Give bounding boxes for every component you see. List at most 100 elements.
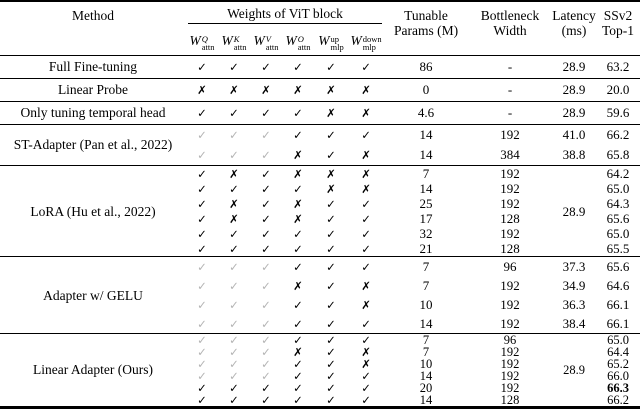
check-icon: ✓ xyxy=(326,345,336,359)
latency-line2: (ms) xyxy=(561,23,587,38)
table-row: ✓ ✗ ✓ ✗ ✓ ✓ 25 192 64.3 xyxy=(0,196,640,211)
bottleneck-width-cell: 96 xyxy=(503,259,517,274)
table-header: Method Weights of ViT block Tunable Para… xyxy=(0,1,640,56)
muted-check-icon: ✓ xyxy=(197,345,207,359)
weight-flag-cell: ✓ xyxy=(250,295,282,314)
weight-superscript: down xyxy=(362,33,382,44)
weight-flag-cell: ✓ xyxy=(250,382,282,394)
muted-check-icon: ✓ xyxy=(229,128,239,142)
check-icon: ✓ xyxy=(229,226,239,241)
section-4: LoRA (Hu et al., 2022) ✓ ✗ ✓ ✗ ✗ ✗ 7 192 28.9 64.2… xyxy=(0,165,640,257)
check-icon: ✓ xyxy=(326,278,336,293)
tunable-params-cell: 10 xyxy=(419,297,433,312)
cross-icon: ✗ xyxy=(229,83,239,97)
muted-check-icon: ✓ xyxy=(229,278,239,293)
method-cell: Adapter w/ GELU xyxy=(43,287,143,303)
weight-flag-cell: ✓ xyxy=(218,125,250,146)
top1-cell: 65.8 xyxy=(606,147,630,162)
muted-check-icon: ✓ xyxy=(261,369,271,383)
weight-flag-cell: ✓ xyxy=(218,346,250,358)
tunable-line1: Tunable xyxy=(404,8,448,23)
bottleneck-width-cell: 128 xyxy=(500,211,520,226)
check-icon: ✓ xyxy=(326,316,336,331)
weight-flag-cell: ✓ xyxy=(218,358,250,370)
section-0: Full Fine-tuning ✓ ✓ ✓ ✓ ✓ ✓ 86 - 28.9 63.2 xyxy=(0,55,640,79)
weight-flag-cell: ✓ xyxy=(282,56,314,79)
weight-flag-cell: ✗ xyxy=(348,166,384,182)
weight-subscript: mlp xyxy=(362,41,376,52)
check-icon: ✓ xyxy=(293,381,303,395)
muted-check-icon: ✓ xyxy=(229,297,239,312)
table-row: ✓ ✓ ✓ ✓ ✓ ✓ 14 128 66.2 xyxy=(0,394,640,408)
muted-check-icon: ✓ xyxy=(197,259,207,274)
table-row: ✓ ✓ ✓ ✓ ✗ ✗ 14 192 65.0 xyxy=(0,181,640,196)
muted-check-icon: ✓ xyxy=(261,345,271,359)
latency-cell: 38.4 xyxy=(562,316,586,331)
weight-flag-cell: ✓ xyxy=(282,334,314,346)
latency-cell: 41.0 xyxy=(562,127,586,142)
muted-check-icon: ✓ xyxy=(261,333,271,347)
weight-flag-cell: ✓ xyxy=(218,276,250,295)
weight-flag-cell: ✓ xyxy=(186,346,218,358)
check-icon: ✓ xyxy=(197,106,207,120)
weight-flag-cell: ✓ xyxy=(314,125,348,146)
check-icon: ✓ xyxy=(261,106,271,120)
check-icon: ✓ xyxy=(361,259,371,274)
check-icon: ✓ xyxy=(261,226,271,241)
top1-cell: 66.2 xyxy=(606,127,630,142)
bottleneck-width-cell: 384 xyxy=(500,147,520,162)
weight-flag-cell: ✓ xyxy=(218,382,250,394)
weight-flag-cell: ✓ xyxy=(282,295,314,314)
latency-cell-merged: 28.9 xyxy=(563,363,585,377)
weight-superscript: Q xyxy=(201,33,208,44)
check-icon: ✓ xyxy=(361,333,371,347)
muted-check-icon: ✓ xyxy=(261,316,271,331)
weight-flag-cell: ✓ xyxy=(348,211,384,226)
weight-subsup: down mlp xyxy=(362,33,382,52)
cross-icon: ✗ xyxy=(361,345,371,359)
weight-flag-cell: ✗ xyxy=(348,79,384,102)
bottleneck-line2: Width xyxy=(493,23,527,38)
weight-flag-cell: ✓ xyxy=(314,333,348,347)
cross-icon: ✗ xyxy=(293,148,303,162)
cross-icon: ✗ xyxy=(197,83,207,97)
latency-cell: 28.9 xyxy=(562,82,586,97)
weight-superscript: K xyxy=(233,33,240,44)
cross-icon: ✗ xyxy=(361,297,371,312)
table-row: ✓ ✓ ✓ ✗ ✓ ✗ 7 192 34.9 64.6 xyxy=(0,276,640,295)
cross-icon: ✗ xyxy=(293,83,303,97)
weight-flag-cell: ✓ xyxy=(250,56,282,79)
weight-flag-cell: ✗ xyxy=(218,79,250,102)
weight-flag-cell: ✓ xyxy=(282,358,314,370)
bottleneck-width-cell: 192 xyxy=(500,316,520,331)
check-icon: ✓ xyxy=(326,211,336,226)
tunable-params-cell: 7 xyxy=(422,278,430,293)
check-icon: ✓ xyxy=(293,297,303,312)
top1-cell: 65.0 xyxy=(607,333,629,347)
top1-cell: 20.0 xyxy=(606,82,630,97)
cross-icon: ✗ xyxy=(361,357,371,371)
weight-flag-cell: ✓ xyxy=(348,394,384,408)
weight-flag-cell: ✓ xyxy=(218,226,250,241)
weight-flag-cell: ✓ xyxy=(186,334,218,346)
check-icon: ✓ xyxy=(293,241,303,256)
check-icon: ✓ xyxy=(261,60,271,74)
bottleneck-width-cell: 192 xyxy=(500,127,520,142)
muted-check-icon: ✓ xyxy=(197,316,207,331)
tunable-params-cell: 32 xyxy=(419,226,433,241)
weight-flag-cell: ✓ xyxy=(186,196,218,211)
weight-flag-cell: ✓ xyxy=(348,314,384,334)
weight-flag-cell: ✗ xyxy=(314,79,348,102)
weight-flag-cell: ✓ xyxy=(348,125,384,146)
table-row: Full Fine-tuning ✓ ✓ ✓ ✓ ✓ ✓ 86 - 28.9 63.2 xyxy=(0,56,640,79)
weight-subscript: mlp xyxy=(330,41,344,52)
weight-flag-cell: ✓ xyxy=(282,226,314,241)
table-row: ✓ ✓ ✓ ✓ ✓ ✓ 32 192 65.0 xyxy=(0,226,640,241)
ssv2-line2: Top-1 xyxy=(601,23,635,38)
weight-flag-cell: ✗ xyxy=(314,181,348,196)
check-icon: ✓ xyxy=(326,333,336,347)
weight-flag-cell: ✓ xyxy=(218,370,250,382)
